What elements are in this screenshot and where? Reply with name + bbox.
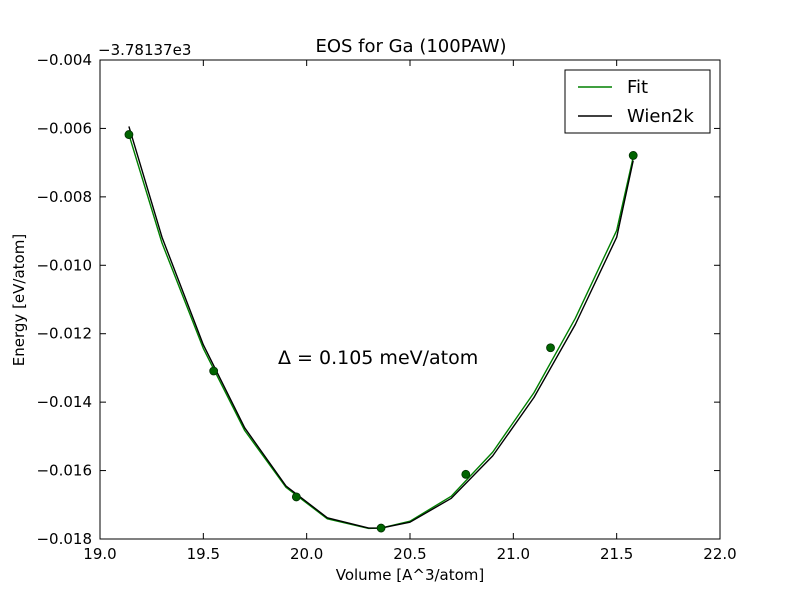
legend-wien2k-label: Wien2k (627, 106, 694, 127)
y-tick-label: −0.016 (36, 462, 92, 480)
x-tick-label: 20.5 (393, 545, 426, 563)
data-point (461, 469, 471, 479)
x-tick-label: 20.0 (290, 545, 323, 563)
series-line-fit (128, 134, 634, 530)
points-layer (124, 130, 638, 533)
x-tick-label: 21.0 (497, 545, 530, 563)
curves-layer (128, 126, 634, 530)
x-tick-label: 21.5 (600, 545, 633, 563)
x-axis-ticks: 19.0 19.5 20.0 20.5 21.0 21.5 22.0 (83, 60, 737, 563)
series-line-wien2k (128, 126, 634, 529)
y-axis-ticks: −0.004 −0.006 −0.008 −0.010 −0.012 −0.014 −0.0… (36, 51, 720, 548)
data-point (124, 130, 134, 139)
y-tick-label: −0.004 (36, 51, 92, 69)
data-point (291, 492, 301, 502)
chart-title: EOS for Ga (100PAW) (315, 36, 506, 57)
legend: Fit Wien2k (564, 69, 711, 134)
y-axis-label: Energy [eV/atom] (10, 234, 28, 366)
x-tick-label: 19.0 (83, 545, 116, 563)
legend-fit-label: Fit (627, 77, 648, 98)
y-tick-label: −0.018 (36, 530, 92, 548)
delta-annotation: Δ = 0.105 meV/atom (278, 347, 478, 369)
y-tick-label: −0.014 (36, 393, 92, 411)
data-point (376, 523, 386, 533)
y-offset-label: −3.78137e3 (98, 41, 191, 59)
legend-box (564, 69, 711, 134)
y-tick-label: −0.010 (36, 256, 92, 274)
y-tick-label: −0.008 (36, 188, 92, 206)
x-axis-label: Volume [A^3/atom] (336, 566, 485, 584)
data-point (628, 151, 638, 160)
x-tick-label: 22.0 (703, 545, 736, 563)
x-tick-label: 19.5 (187, 545, 220, 563)
data-point (546, 343, 555, 353)
y-tick-label: −0.012 (36, 325, 92, 343)
data-point (209, 366, 219, 376)
y-tick-label: −0.006 (36, 119, 92, 137)
